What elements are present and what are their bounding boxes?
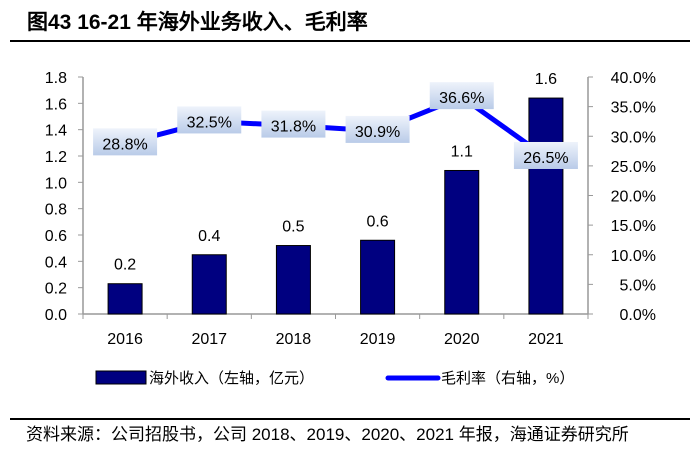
x-axis-tick-label: 2020 (444, 331, 480, 348)
bar-2018 (275, 245, 311, 315)
line-data-label: 36.6% (439, 90, 484, 107)
bar-data-label: 0.6 (366, 213, 388, 230)
source-rule (10, 418, 690, 420)
legend-bar-swatch (95, 370, 147, 385)
bar-2017 (191, 254, 227, 315)
right-axis-tick-label: 20.0% (611, 189, 656, 206)
chart: 0.0 0.2 0.4 0.6 0.8 1.0 1.2 1.4 1.6 1.8 0.0% 5.0% 10… (45, 70, 656, 387)
line-data-label: 30.9% (355, 124, 400, 141)
bar-data-label: 0.2 (114, 257, 136, 274)
left-axis-tick-label: 0.0 (45, 307, 67, 324)
left-axis-tick-label: 1.4 (45, 123, 67, 140)
line-label-box (177, 106, 242, 134)
legend-bar-label: 海外收入（左轴，亿元） (149, 370, 314, 387)
line-label-box (261, 110, 326, 138)
title-rule (10, 40, 690, 42)
bar-data-label: 0.5 (282, 219, 304, 236)
left-axis-tick-label: 1.6 (45, 96, 67, 113)
bar-2016 (107, 283, 143, 315)
right-axis-tick-label: 5.0% (620, 277, 656, 294)
left-axis-tick-label: 0.8 (45, 202, 67, 219)
right-axis-tick-label: 15.0% (611, 218, 656, 235)
bar-2020 (444, 169, 480, 315)
left-axis-tick-label: 0.2 (45, 281, 67, 298)
line-data-label: 28.8% (102, 136, 147, 153)
source-note: 资料来源：公司招股书，公司 2018、2019、2020、2021 年报，海通证… (26, 425, 629, 444)
left-axis-tick-label: 1.2 (45, 149, 67, 166)
right-axis-tick-label: 25.0% (611, 159, 656, 176)
bar-data-label: 1.1 (451, 143, 473, 160)
right-axis-tick-label: 0.0% (620, 307, 656, 324)
left-axis-tick-label: 1.0 (45, 175, 67, 192)
figure-title: 图43 16-21 年海外业务收入、毛利率 (27, 11, 368, 34)
line-data-label: 31.8% (271, 119, 316, 136)
bar-data-label: 1.6 (535, 71, 557, 88)
x-axis-tick-label: 2016 (107, 331, 143, 348)
line-data-label: 26.5% (523, 150, 568, 167)
legend-line-label: 毛利率（右轴，%） (441, 370, 574, 387)
left-axis-tick-label: 0.4 (45, 254, 67, 271)
line-label-box (345, 115, 410, 143)
line-label-box (513, 141, 578, 169)
line-label-box (93, 128, 158, 156)
right-axis-tick-label: 10.0% (611, 248, 656, 265)
right-axis-tick-label: 30.0% (611, 129, 656, 146)
bar-2021 (528, 97, 564, 315)
bar-2019 (360, 239, 396, 315)
x-axis-tick-label: 2018 (276, 331, 312, 348)
right-axis-tick-label: 40.0% (611, 70, 656, 87)
x-axis-tick-label: 2019 (360, 331, 396, 348)
x-axis-tick-label: 2017 (191, 331, 227, 348)
x-axis-tick-label: 2021 (528, 331, 564, 348)
left-axis-tick-label: 1.8 (45, 70, 67, 87)
right-axis-tick-label: 35.0% (611, 100, 656, 117)
bar-data-label: 0.4 (198, 228, 220, 245)
left-axis-tick-label: 0.6 (45, 228, 67, 245)
line-data-label: 32.5% (187, 114, 232, 131)
line-label-box (429, 82, 494, 110)
